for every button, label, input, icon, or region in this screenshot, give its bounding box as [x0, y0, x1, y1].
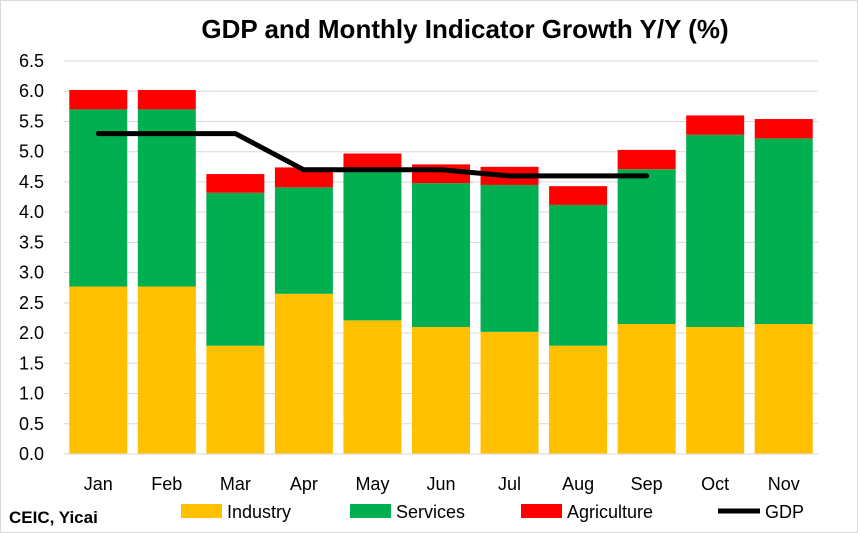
bar-agriculture-may: [343, 153, 402, 172]
legend-swatch-agriculture: [521, 504, 562, 518]
bar-agriculture-nov: [754, 119, 813, 139]
chart-title: GDP and Monthly Indicator Growth Y/Y (%): [201, 14, 728, 44]
x-tick-label: Jul: [498, 474, 521, 494]
x-tick-label: Jan: [84, 474, 113, 494]
bar-agriculture-mar: [206, 174, 265, 193]
bar-agriculture-feb: [137, 90, 196, 110]
bar-services-jun: [412, 183, 470, 328]
y-tick-label: 1.0: [19, 384, 44, 404]
legend-label-gdp: GDP: [765, 502, 804, 522]
bar-services-jan: [69, 109, 128, 287]
bar-services-feb: [137, 109, 196, 287]
source-note: CEIC, Yicai: [9, 508, 98, 527]
y-tick-label: 5.0: [19, 142, 44, 162]
bar-industry-apr: [274, 293, 333, 454]
x-tick-label: Feb: [151, 474, 182, 494]
bar-industry-jul: [480, 331, 539, 454]
x-tick-label: Sep: [631, 474, 663, 494]
bar-industry-may: [343, 320, 402, 454]
bar-services-jul: [480, 184, 539, 332]
x-tick-label: Jun: [426, 474, 455, 494]
legend-label-agriculture: Agriculture: [567, 502, 653, 522]
bar-industry-sep: [617, 324, 676, 454]
bar-services-sep: [617, 169, 676, 325]
y-tick-label: 2.5: [19, 293, 44, 313]
bar-services-aug: [549, 204, 608, 346]
y-tick-label: 4.0: [19, 202, 44, 222]
bar-industry-oct: [686, 327, 745, 454]
legend-swatch-industry: [181, 504, 222, 518]
y-tick-label: 6.0: [19, 81, 44, 101]
x-axis-ticks: Jan Feb Mar Apr May Jun Jul Aug Sep Oct Nov: [84, 474, 800, 494]
gdp-line-layer: [95, 131, 650, 179]
y-axis-ticks: 0.0 0.5 1.0 1.5 2.0 2.5 3.0 3.5 4.0 4.5 5.0 5.5 6.0 6…: [19, 51, 44, 464]
x-tick-label: Mar: [220, 474, 251, 494]
bar-industry-mar: [206, 345, 265, 454]
legend-label-industry: Industry: [227, 502, 291, 522]
bar-services-nov: [754, 138, 813, 325]
bar-agriculture-sep: [617, 149, 676, 170]
bar-agriculture-oct: [686, 115, 745, 135]
bar-industry-aug: [549, 345, 608, 454]
y-tick-label: 0.5: [19, 414, 44, 434]
y-tick-label: 5.5: [19, 111, 44, 131]
bar-industry-nov: [754, 324, 813, 454]
bar-industry-jan: [69, 286, 128, 454]
y-tick-label: 1.5: [19, 353, 44, 373]
y-tick-label: 3.5: [19, 232, 44, 252]
bar-services-apr: [274, 187, 333, 294]
x-tick-label: Apr: [290, 474, 318, 494]
bar-industry-feb: [137, 286, 196, 454]
legend-swatch-services: [350, 504, 391, 518]
y-tick-label: 4.5: [19, 172, 44, 192]
bars: [69, 90, 813, 454]
y-tick-label: 0.0: [19, 444, 44, 464]
bar-agriculture-jan: [69, 90, 128, 110]
y-tick-label: 2.0: [19, 323, 44, 343]
y-tick-label: 6.5: [19, 51, 44, 71]
gdp-line: [95, 131, 650, 179]
x-tick-label: Nov: [768, 474, 800, 494]
bar-agriculture-aug: [549, 186, 608, 205]
bar-services-mar: [206, 192, 265, 346]
bar-industry-jun: [412, 327, 470, 454]
x-tick-label: Oct: [701, 474, 729, 494]
bar-services-oct: [686, 134, 745, 328]
bar-services-may: [343, 171, 402, 321]
legend: Industry Services Agriculture GDP: [181, 502, 804, 522]
bar-agriculture-apr: [274, 167, 333, 188]
x-tick-label: Aug: [562, 474, 594, 494]
legend-label-services: Services: [396, 502, 465, 522]
x-tick-label: May: [355, 474, 389, 494]
y-tick-label: 3.0: [19, 263, 44, 283]
